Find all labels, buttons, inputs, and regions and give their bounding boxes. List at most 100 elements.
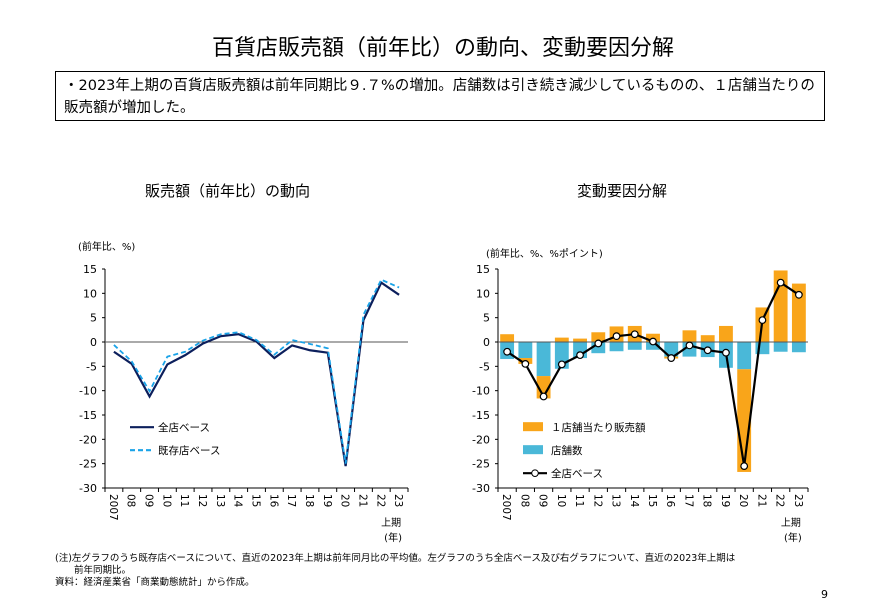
y-tick-label: 5 <box>483 312 490 325</box>
x-unit-label: (年) <box>384 531 402 544</box>
legend-label: 既存店ベース <box>158 444 220 457</box>
data-point <box>758 316 767 324</box>
bar <box>591 342 606 354</box>
y-tick-label: -25 <box>472 458 490 471</box>
y-tick-label: -5 <box>86 360 97 373</box>
right-bar-chart: 15 10 5 0 -5 -10 -15 -20 -25 -30 2007 08 09 10 11 12 13 1… <box>472 263 809 544</box>
x-tick-label: 10 <box>555 494 567 507</box>
y-tick-label: -15 <box>472 409 490 422</box>
bar <box>518 342 533 359</box>
y-tick-label: -20 <box>79 433 97 446</box>
y-tick-label: -30 <box>79 482 97 495</box>
bar <box>791 342 806 353</box>
x-tick-label: 2007 <box>500 494 512 521</box>
data-point <box>630 330 639 339</box>
x-tick-label: 22 <box>374 494 386 507</box>
data-point <box>594 339 603 348</box>
data-point <box>521 359 530 368</box>
right-chart-title: 変動要因分解 <box>577 182 668 200</box>
y-tick-label: 10 <box>476 287 490 300</box>
note-line: (注)左グラフのうち既存店ベースについて、直近の2023年上期は前年同月比の平均… <box>55 553 736 564</box>
series-line <box>113 278 400 464</box>
bar <box>627 342 642 350</box>
x-tick-label: 23 <box>392 494 404 507</box>
x-tick-label: 20 <box>737 494 749 507</box>
x-tick-label: 14 <box>232 494 244 508</box>
bar <box>664 342 679 357</box>
data-point <box>740 462 749 471</box>
bar <box>646 342 660 350</box>
x-tick-label: 19 <box>321 494 333 507</box>
bar <box>791 283 806 342</box>
left-chart-title: 販売額（前年比）の動向 <box>145 182 311 200</box>
data-point <box>612 332 621 341</box>
data-point <box>703 346 712 355</box>
note-line: 資料：経済産業省「商業動態統計」から作成。 <box>55 577 255 588</box>
x-tick-label: 13 <box>610 494 622 507</box>
bar <box>536 376 551 399</box>
x-tick-label: 13 <box>214 494 226 507</box>
x-tick-label: 17 <box>285 494 297 507</box>
x-tick-label: 21 <box>755 494 767 507</box>
data-point <box>794 290 803 299</box>
data-point <box>649 337 657 346</box>
x-tick-label: 11 <box>573 494 585 507</box>
x-tick-label: 17 <box>682 494 694 507</box>
x-tick-label: 15 <box>646 494 658 507</box>
legend-label: 全店ベース <box>158 421 210 434</box>
legend-marker <box>531 469 539 477</box>
x-suffix-label: 上期 <box>781 517 801 529</box>
y-tick-label: -5 <box>479 360 490 373</box>
bar <box>700 335 715 342</box>
y-tick-label: 15 <box>476 263 490 276</box>
y-tick-label: 0 <box>90 336 97 349</box>
bar <box>500 334 515 342</box>
y-tick-label: -10 <box>472 385 490 398</box>
x-tick-label: 08 <box>125 494 137 507</box>
x-tick-label: 16 <box>267 494 279 508</box>
data-point <box>557 360 566 369</box>
data-point <box>576 351 584 360</box>
bar <box>591 332 606 342</box>
left-unit-label: (前年比、%) <box>78 242 136 253</box>
legend-swatch <box>523 445 543 455</box>
x-unit-label: (年) <box>784 531 802 544</box>
x-tick-label: 18 <box>701 494 713 507</box>
y-tick-label: -20 <box>472 433 490 446</box>
legend-label: 全店ベース <box>551 467 603 480</box>
x-tick-label: 09 <box>143 494 155 507</box>
y-tick-label: -25 <box>79 458 97 471</box>
bar <box>536 342 551 377</box>
data-point <box>776 278 785 287</box>
legend-swatch <box>523 422 543 432</box>
x-tick-label: 09 <box>537 494 549 507</box>
x-tick-label: 16 <box>664 494 676 508</box>
bar <box>719 325 733 342</box>
data-point <box>722 348 730 357</box>
bar <box>682 330 697 342</box>
x-tick-label: 12 <box>196 494 208 507</box>
page-number: 9 <box>821 588 828 601</box>
y-tick-label: -15 <box>79 409 97 422</box>
bar <box>609 342 624 352</box>
note-line: 前年同期比。 <box>55 565 132 576</box>
data-point <box>539 392 548 401</box>
bar <box>573 338 587 342</box>
x-tick-label: 2007 <box>107 494 119 521</box>
legend-label: 店舗数 <box>551 444 583 457</box>
x-tick-label: 21 <box>356 494 368 507</box>
y-tick-label: 15 <box>83 263 97 276</box>
x-tick-label: 11 <box>178 494 190 507</box>
summary-box: ・2023年上期の百貨店販売額は前年同期比９.７%の増加。店舗数は引き続き減少し… <box>55 71 825 121</box>
x-tick-label: 19 <box>719 494 731 507</box>
series-line <box>506 281 800 467</box>
x-tick-label: 20 <box>339 494 351 507</box>
y-tick-label: -10 <box>79 385 97 398</box>
x-suffix-label: 上期 <box>381 517 401 529</box>
bar <box>554 337 569 342</box>
right-unit-label: (前年比、%、%ポイント) <box>486 249 603 260</box>
x-tick-label: 18 <box>303 494 315 507</box>
y-tick-label: 5 <box>90 312 97 325</box>
slide-title: 百貨店販売額（前年比）の動向、変動要因分解 <box>211 36 674 61</box>
x-tick-label: 12 <box>591 494 603 507</box>
